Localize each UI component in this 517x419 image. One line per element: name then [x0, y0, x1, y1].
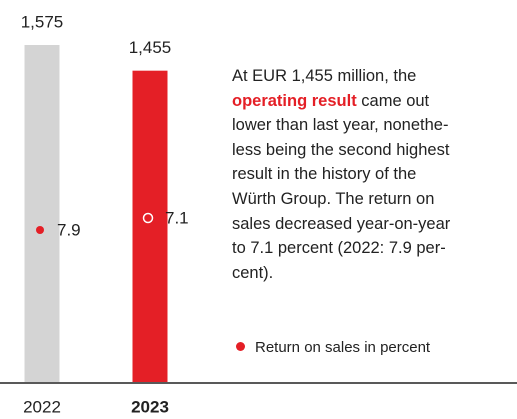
annotation-line: less being the second highest [232, 140, 450, 159]
annotation-line: operating result came out [232, 89, 517, 114]
x-tick-label: 2022 [23, 397, 61, 416]
annotation-line: cent). [232, 263, 274, 282]
annotation-line: Würth Group. The return on [232, 189, 435, 208]
legend-dot [236, 342, 245, 351]
x-tick-label: 2023 [131, 397, 169, 416]
legend-label: Return on sales in percent [255, 339, 431, 356]
annotation-line: lower than last year, nonethe- [232, 116, 449, 135]
annotation-line: to 7.1 percent (2022: 7.9 per- [232, 239, 446, 258]
annotation: At EUR 1,455 million, the operating resul… [232, 64, 517, 285]
ratio-dot [142, 212, 154, 224]
highlight: operating result [232, 91, 357, 110]
annotation-line: result in the history of the [232, 165, 417, 184]
ratio-label: 7.1 [165, 208, 189, 227]
ratio-label: 7.9 [57, 220, 81, 239]
legend: Return on sales in percent [236, 339, 430, 356]
value-label: 1,455 [129, 38, 172, 57]
ratio-dot [36, 226, 44, 234]
bar [24, 45, 60, 382]
annotation-line: At EUR 1,455 million, the [232, 67, 417, 85]
bar [132, 70, 168, 382]
annotation-text: came out [356, 91, 430, 110]
annotation-line: sales decreased year-on-year [232, 214, 451, 233]
value-label: 1,575 [21, 12, 64, 31]
